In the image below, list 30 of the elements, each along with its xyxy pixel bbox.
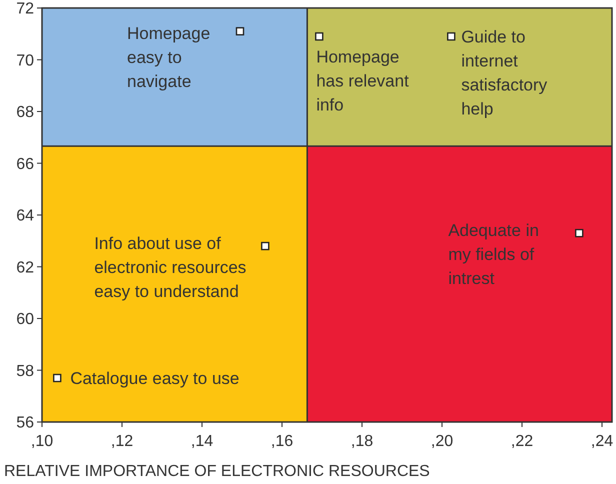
x-tick-label: ,14 [190, 433, 214, 450]
y-tick-label: 70 [16, 52, 34, 70]
point [53, 374, 62, 382]
annotation: Catalogue easy to use [70, 368, 240, 388]
annotation: Info about use of electronic resources easy to understand [94, 234, 246, 301]
x-axis-title: RELATIVE IMPORTANCE OF ELECTRONIC RESOURCES [4, 463, 430, 480]
y-tick-label: 68 [16, 104, 34, 122]
x-tick-label: ,24 [590, 433, 614, 450]
x-tick-label: ,20 [430, 433, 454, 450]
y-tick-label: 60 [16, 311, 34, 328]
y-tick-label: 66 [16, 156, 34, 173]
point [261, 242, 270, 250]
y-tick-label: 64 [16, 208, 34, 225]
point [447, 32, 456, 41]
x-tick-label: ,12 [110, 433, 134, 450]
y-tick-label: 72 [16, 0, 34, 18]
annotation: Adequate in my fields of intrest [448, 221, 539, 288]
x-tick-label: ,18 [350, 433, 374, 450]
x-tick-label: ,16 [270, 433, 294, 450]
y-tick-label: 56 [16, 414, 34, 432]
x-tick-label: ,10 [30, 433, 54, 450]
y-tick-label: 62 [16, 259, 34, 276]
point [575, 228, 584, 238]
point [236, 27, 244, 36]
annotation: Homepage easy to navigate [127, 24, 210, 92]
y-tick-label: 58 [16, 362, 34, 380]
x-tick-label: ,22 [510, 433, 534, 450]
point [315, 32, 324, 41]
annotation: Guide to internet satisfactory help [461, 27, 548, 118]
annotation: Homepage has relevant info [316, 47, 410, 114]
